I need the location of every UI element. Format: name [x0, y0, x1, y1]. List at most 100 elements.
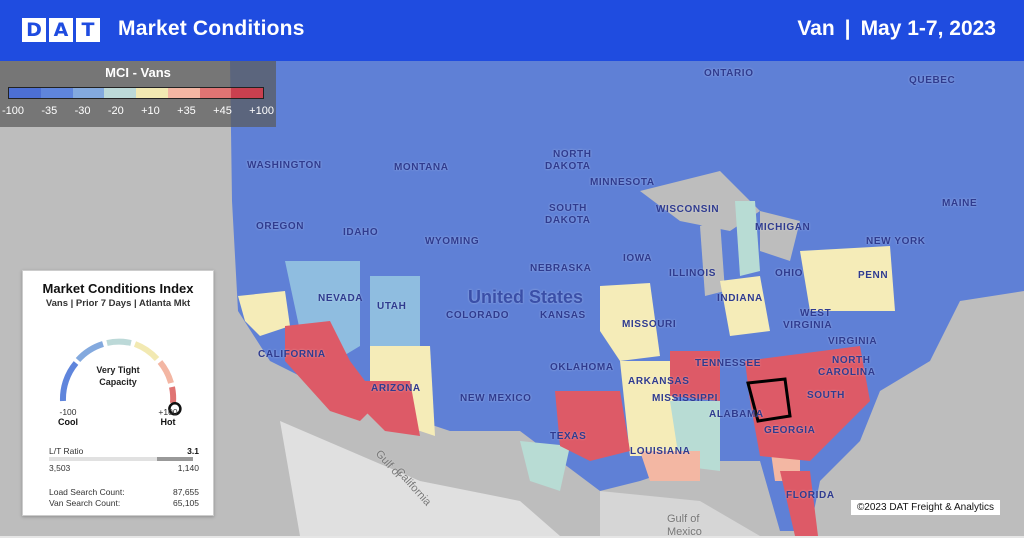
ratio-bar-fill: [157, 457, 193, 461]
gauge-max-value: +100: [158, 407, 178, 417]
copyright-notice: ©2023 DAT Freight & Analytics: [850, 500, 1000, 515]
map-canvas: [0, 61, 1024, 536]
van-search-value: 65,105: [173, 498, 199, 508]
period-info: Van | May 1-7, 2023: [797, 17, 996, 41]
label-mississippi: MISSISSIPPI: [652, 393, 719, 404]
legend-swatch: [167, 88, 200, 98]
label-south-carolina: SOUTH: [807, 390, 845, 401]
truck-count: 1,140: [177, 463, 199, 473]
mci-legend: MCI - Vans -100 -35 -30 -20 +10 +35 +45 …: [0, 61, 276, 127]
label-north-dakota-2: DAKOTA: [545, 161, 591, 172]
gauge-status-line1: Very Tight: [96, 365, 140, 375]
gauge-max-label: Hot: [160, 417, 176, 427]
legend-swatch: [72, 88, 105, 98]
period-separator: |: [844, 17, 851, 40]
ratio-row: L/T Ratio 3.1: [49, 446, 199, 456]
label-indiana: INDIANA: [717, 293, 763, 304]
gauge-indicator: [168, 402, 182, 416]
missouri-warm: [600, 283, 660, 361]
norcal-warm: [238, 291, 290, 336]
label-west-virginia-1: WEST: [800, 308, 832, 319]
label-nevada: NEVADA: [318, 293, 364, 304]
logo-letter: D: [22, 18, 46, 42]
label-iowa: IOWA: [623, 253, 653, 264]
arizona-hot: [360, 381, 420, 436]
michigan-teal: [735, 201, 760, 276]
card-title: Market Conditions Index: [42, 281, 194, 296]
legend-swatch: [9, 88, 41, 98]
load-search-label: Load Search Count:: [49, 487, 125, 497]
legend-tick: +10: [141, 105, 160, 117]
label-new-mexico: NEW MEXICO: [460, 393, 532, 404]
label-kansas: KANSAS: [540, 310, 586, 321]
label-colorado: COLORADO: [446, 310, 510, 321]
utah-region: [370, 276, 420, 346]
louisiana-lighthot: [640, 451, 700, 481]
label-new-york: NEW YORK: [866, 236, 926, 247]
label-florida: FLORIDA: [786, 490, 835, 501]
equipment-type: Van: [797, 17, 835, 40]
label-west-virginia-2: VIRGINIA: [783, 320, 833, 331]
legend-swatch: [40, 88, 73, 98]
legend-tick: -35: [41, 105, 58, 117]
gauge-max: +100 Hot: [153, 407, 183, 427]
legend-color-scale: [8, 87, 264, 99]
label-missouri: MISSOURI: [622, 319, 677, 330]
legend-swatch: [136, 88, 168, 98]
gauge-min-label: Cool: [58, 417, 78, 427]
label-utah: UTAH: [377, 301, 407, 312]
label-michigan: MICHIGAN: [755, 222, 811, 233]
indiana-warm: [720, 276, 770, 336]
label-georgia: GEORGIA: [764, 425, 816, 436]
legend-tick: +45: [213, 105, 232, 117]
nevada-region: [285, 261, 360, 361]
label-california: CALIFORNIA: [258, 349, 326, 360]
mci-gauge: [59, 338, 182, 416]
label-texas: TEXAS: [550, 431, 587, 442]
gauge-seg-warm: [133, 341, 160, 362]
gauge-seg-neutral: [106, 338, 132, 346]
header-bar: D A T Market Conditions Van | May 1-7, 2…: [0, 0, 1024, 61]
mci-card: Market Conditions Index Vans | Prior 7 D…: [22, 270, 214, 516]
label-gulf-mexico-2: Mexico: [667, 526, 702, 538]
label-louisiana: LOUISIANA: [630, 446, 691, 457]
logo-letter: A: [49, 18, 73, 42]
label-minnesota: MINNESOTA: [590, 177, 655, 188]
legend-ticks: -100 -35 -30 -20 +10 +35 +45 +100: [2, 105, 274, 117]
load-search-value: 87,655: [173, 487, 199, 497]
market-map[interactable]: ONTARIO QUEBEC WASHINGTON MONTANA NORTH …: [0, 61, 1024, 538]
atlanta-market-outline[interactable]: [746, 377, 792, 423]
label-north-dakota-1: NORTH: [553, 149, 592, 160]
label-nebraska: NEBRASKA: [530, 263, 592, 274]
van-search-label: Van Search Count:: [49, 498, 121, 508]
gauge-seg-hot: [157, 360, 174, 384]
label-penn: PENN: [858, 270, 889, 281]
load-count: 3,503: [49, 463, 71, 473]
van-search-row: Van Search Count: 65,105: [49, 498, 199, 508]
legend-title: MCI - Vans: [105, 65, 171, 80]
ratio-value: 3.1: [187, 446, 199, 456]
gauge-seg-very-hot: [169, 386, 177, 404]
label-tennessee: TENNESSEE: [695, 358, 761, 369]
legend-tick: -20: [107, 105, 124, 117]
east-texas-hot: [555, 391, 630, 461]
load-search-row: Load Search Count: 87,655: [49, 487, 199, 497]
gulf-of-mexico: [600, 491, 760, 536]
gauge-min: -100 Cool: [53, 407, 83, 427]
label-virginia: VIRGINIA: [828, 336, 878, 347]
label-maine: MAINE: [942, 198, 978, 209]
ratio-label: L/T Ratio: [49, 446, 84, 456]
california-hot: [285, 321, 380, 421]
legend-tick: +35: [177, 105, 196, 117]
label-montana: MONTANA: [394, 162, 449, 173]
label-south-dakota-2: DAKOTA: [545, 215, 591, 226]
arkansas-warm: [620, 361, 680, 456]
gauge-status-line2: Capacity: [99, 377, 137, 387]
lake-michigan: [700, 221, 725, 296]
label-north-carolina-1: NORTH: [832, 355, 871, 366]
ratio-bar: [49, 457, 193, 461]
legend-tick: -30: [74, 105, 91, 117]
label-gulf-mexico-1: Gulf of: [667, 513, 700, 525]
date-range: May 1-7, 2023: [860, 17, 996, 40]
florida-hot: [780, 471, 818, 536]
